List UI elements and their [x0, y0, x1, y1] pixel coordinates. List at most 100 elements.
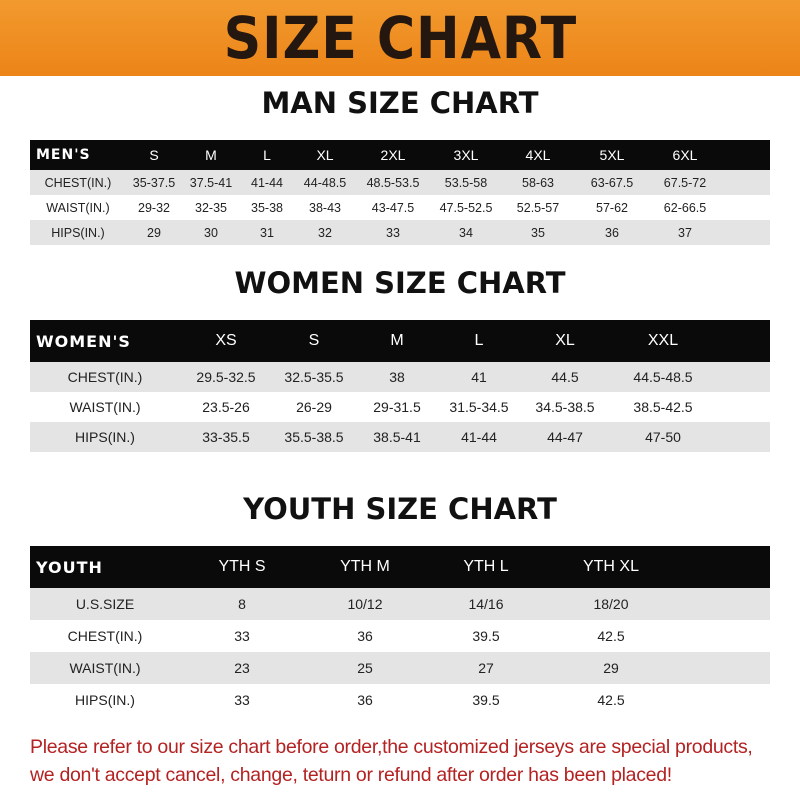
measurement-cell: 33-35.5: [180, 422, 272, 452]
header-spacer: [676, 546, 770, 588]
measurement-cell: 32.5-35.5: [272, 362, 356, 392]
size-header: YTH M: [304, 546, 426, 588]
measurement-cell: 29-32: [138, 200, 170, 215]
measurement-cell: 35.5-38.5: [272, 422, 356, 452]
size-header: 6XL: [650, 140, 720, 170]
measurement-cell: 29-31.5: [373, 399, 421, 415]
row-spacer: [676, 652, 770, 684]
measurement-cell: 38: [356, 362, 438, 392]
row-spacer: [716, 422, 770, 452]
size-header: YTH XL: [546, 546, 676, 588]
measurement-cell: 31.5-34.5: [449, 399, 509, 415]
row-label: CHEST(IN.): [30, 362, 180, 392]
measurement-cell: 26-29: [296, 399, 332, 415]
table-header-label: YOUTH: [30, 546, 180, 588]
men-size-table: MEN'S S M L XL 2XL 3XL 4XL 5XL 6XL CHEST(IN.) 35-37…: [30, 140, 770, 245]
size-header: M: [182, 140, 240, 170]
measurement-cell: 38.5-41: [356, 422, 438, 452]
row-spacer: [716, 392, 770, 422]
measurement-cell: 41-44: [438, 422, 520, 452]
size-header: YTH L: [426, 546, 546, 588]
measurement-cell: 23.5-26: [202, 399, 250, 415]
measurement-cell: 29: [126, 220, 182, 245]
header-spacer: [716, 320, 770, 362]
measurement-cell: 35: [502, 220, 574, 245]
size-header: S: [126, 140, 182, 170]
measurement-cell: 47-50: [610, 422, 716, 452]
measurement-cell: 44.5: [520, 362, 610, 392]
measurement-cell: 32-35: [195, 200, 227, 215]
row-label: U.S.SIZE: [30, 588, 180, 620]
measurement-cell: 36: [357, 692, 373, 708]
measurement-cell: 57-62: [596, 200, 628, 215]
table-header-label: MEN'S: [30, 140, 126, 170]
table-row: U.S.SIZE 8 10/12 14/16 18/20: [30, 588, 770, 620]
youth-size-table: YOUTH YTH S YTH M YTH L YTH XL U.S.SIZE 8 10/12…: [30, 546, 770, 716]
measurement-cell: 42.5: [597, 628, 625, 644]
measurement-cell: 48.5-53.5: [356, 170, 430, 195]
measurement-cell: 33: [234, 628, 250, 644]
table-row: HIPS(IN.) 33 36 39.5 42.5: [30, 684, 770, 716]
row-spacer: [720, 170, 770, 195]
measurement-cell: 27: [426, 652, 546, 684]
notice-line-2: we don't accept cancel, change, teturn o…: [30, 764, 672, 786]
table-row: HIPS(IN.) 33-35.5 35.5-38.5 38.5-41 41-44 44-…: [30, 422, 770, 452]
measurement-cell: 44-48.5: [294, 170, 356, 195]
measurement-cell: 43-47.5: [371, 200, 415, 215]
table-header-row: YOUTH YTH S YTH M YTH L YTH XL: [30, 546, 770, 588]
size-header: S: [272, 320, 356, 362]
table-row: WAIST(IN.) 29-32 32-35 35-38 38-43 43-47.5 47.…: [30, 195, 770, 220]
measurement-cell: 37.5-41: [182, 170, 240, 195]
banner: SIZE CHART: [0, 0, 800, 76]
measurement-cell: 38.5-42.5: [633, 399, 693, 415]
measurement-cell: 29: [546, 652, 676, 684]
measurement-cell: 33: [234, 692, 250, 708]
measurement-cell: 14/16: [426, 588, 546, 620]
measurement-cell: 18/20: [546, 588, 676, 620]
size-header: XXL: [610, 320, 716, 362]
measurement-cell: 44.5-48.5: [610, 362, 716, 392]
size-header: XL: [294, 140, 356, 170]
row-spacer: [676, 684, 770, 716]
table-row: WAIST(IN.) 23 25 27 29: [30, 652, 770, 684]
measurement-cell: 23: [180, 652, 304, 684]
header-spacer: [720, 140, 770, 170]
row-spacer: [720, 220, 770, 245]
row-label: CHEST(IN.): [30, 170, 126, 195]
table-header-label: WOMEN'S: [30, 320, 180, 362]
table-row: CHEST(IN.) 33 36 39.5 42.5: [30, 620, 770, 652]
size-header: M: [356, 320, 438, 362]
row-spacer: [676, 588, 770, 620]
measurement-cell: 37: [650, 220, 720, 245]
notice-line-1: Please refer to our size chart before or…: [30, 736, 753, 758]
size-header: 2XL: [356, 140, 430, 170]
measurement-cell: 39.5: [472, 628, 500, 644]
row-spacer: [720, 195, 770, 220]
measurement-cell: 34.5-38.5: [535, 399, 595, 415]
measurement-cell: 31: [240, 220, 294, 245]
row-label: HIPS(IN.): [30, 422, 180, 452]
size-header: L: [438, 320, 520, 362]
measurement-cell: 39.5: [472, 692, 500, 708]
measurement-cell: 35-37.5: [126, 170, 182, 195]
row-label: HIPS(IN.): [30, 220, 126, 245]
table-row: HIPS(IN.) 29 30 31 32 33 34 35 36 37: [30, 220, 770, 245]
measurement-cell: 33: [356, 220, 430, 245]
men-chart-title: MAN SIZE CHART: [261, 86, 539, 120]
row-label: WAIST(IN.): [46, 200, 110, 215]
measurement-cell: 10/12: [304, 588, 426, 620]
measurement-cell: 29.5-32.5: [180, 362, 272, 392]
table-row: CHEST(IN.) 35-37.5 37.5-41 41-44 44-48.5 48.5…: [30, 170, 770, 195]
measurement-cell: 35-38: [251, 200, 283, 215]
measurement-cell: 36: [574, 220, 650, 245]
measurement-cell: 32: [294, 220, 356, 245]
measurement-cell: 63-67.5: [574, 170, 650, 195]
banner-title: SIZE CHART: [223, 4, 577, 72]
table-row: CHEST(IN.) 29.5-32.5 32.5-35.5 38 41 44.5 44.5…: [30, 362, 770, 392]
measurement-cell: 34: [430, 220, 502, 245]
table-header-row: MEN'S S M L XL 2XL 3XL 4XL 5XL 6XL: [30, 140, 770, 170]
row-spacer: [716, 362, 770, 392]
measurement-cell: 47.5-52.5: [439, 200, 493, 215]
measurement-cell: 58-63: [502, 170, 574, 195]
size-header: 3XL: [430, 140, 502, 170]
